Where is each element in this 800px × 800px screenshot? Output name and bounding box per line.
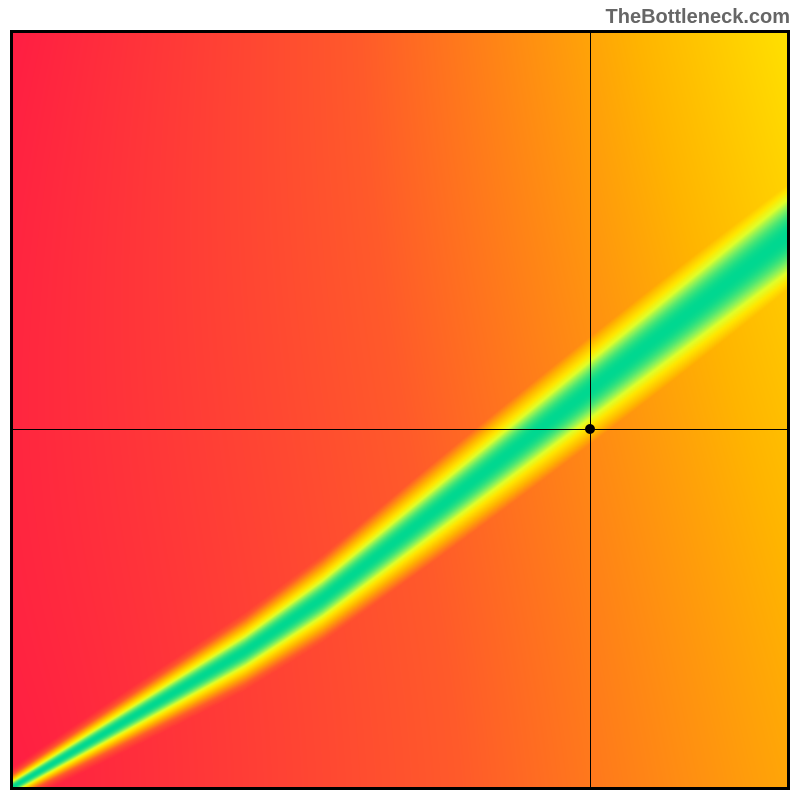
crosshair-horizontal [13, 429, 787, 430]
chart-container: TheBottleneck.com [0, 0, 800, 800]
crosshair-vertical [590, 33, 591, 787]
heatmap-canvas [13, 33, 787, 787]
watermark-text: TheBottleneck.com [606, 6, 790, 29]
crosshair-marker [585, 424, 595, 434]
plot-area [10, 30, 790, 790]
